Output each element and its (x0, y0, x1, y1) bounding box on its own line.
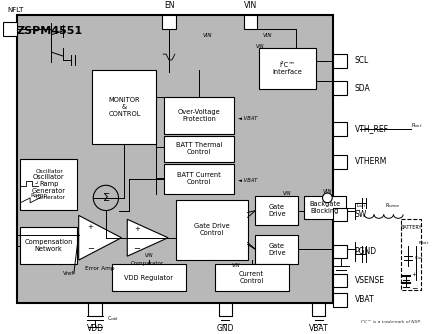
Text: VIN: VIN (144, 253, 153, 258)
Text: Vref: Vref (63, 271, 74, 276)
Text: Gate
Drive: Gate Drive (268, 204, 286, 217)
Bar (401, 219, 421, 290)
Text: SDA: SDA (355, 84, 370, 93)
Text: Oscillator: Oscillator (36, 169, 64, 174)
Text: Comparator: Comparator (131, 261, 164, 266)
Bar (304, 196, 346, 219)
Text: Over-Voltage
Protection: Over-Voltage Protection (178, 109, 220, 122)
Text: Gate
Drive: Gate Drive (268, 243, 286, 256)
Text: −: − (411, 284, 417, 293)
Bar (219, 303, 232, 316)
Text: PGND: PGND (355, 247, 377, 256)
Bar (164, 164, 234, 194)
Text: VDD Regulator: VDD Regulator (124, 275, 173, 281)
Text: Oscillator
Ramp
Generator: Oscillator Ramp Generator (32, 174, 66, 194)
Text: ⌟: ⌟ (34, 178, 38, 184)
Bar (259, 48, 316, 89)
Bar (92, 70, 156, 145)
Bar (333, 122, 347, 136)
Bar (20, 227, 77, 264)
Circle shape (93, 185, 118, 210)
Text: R$_{batt}$: R$_{batt}$ (418, 240, 429, 247)
Text: Backgate
Blocking: Backgate Blocking (309, 201, 340, 214)
Text: +: + (87, 224, 93, 230)
Text: VIN: VIN (232, 263, 240, 268)
Text: VIN: VIN (262, 33, 272, 38)
Text: SW: SW (355, 210, 367, 219)
Text: BATT Thermal
Control: BATT Thermal Control (176, 142, 222, 155)
Bar (162, 15, 176, 29)
Text: VIN: VIN (255, 44, 264, 49)
Text: NFLT: NFLT (8, 7, 24, 13)
Text: R$_{ext}$: R$_{ext}$ (411, 122, 422, 131)
Text: ◄ VBAT: ◄ VBAT (238, 178, 257, 183)
Text: Gate Drive
Control: Gate Drive Control (194, 223, 230, 236)
Text: VIN: VIN (283, 191, 291, 196)
Text: ◄ VBAT: ◄ VBAT (238, 116, 257, 121)
Bar (333, 244, 347, 258)
Text: Current
Control: Current Control (239, 271, 264, 284)
Text: VDD: VDD (87, 324, 104, 333)
Bar (255, 196, 298, 225)
Text: +: + (134, 226, 140, 232)
Bar (333, 81, 347, 95)
Text: I²C™ is a trademark of NXP.: I²C™ is a trademark of NXP. (361, 320, 421, 324)
Bar (16, 15, 333, 303)
Text: VIN: VIN (244, 1, 257, 10)
Circle shape (323, 193, 332, 203)
Text: C$_{vdd}$: C$_{vdd}$ (107, 314, 119, 323)
Bar (333, 54, 347, 68)
Bar (164, 136, 234, 162)
Text: I²C™
Interface: I²C™ Interface (273, 62, 302, 75)
Bar (89, 303, 102, 316)
Text: VTHERM: VTHERM (355, 157, 387, 166)
Text: VBAT: VBAT (309, 324, 328, 333)
Text: Σ: Σ (102, 193, 109, 203)
Bar (255, 235, 298, 264)
Text: MONITOR
&
CONTROL: MONITOR & CONTROL (108, 97, 140, 117)
Text: −: − (87, 244, 94, 253)
Text: VIN: VIN (202, 33, 212, 38)
Polygon shape (79, 215, 121, 260)
Bar (244, 15, 257, 29)
Text: Error Amp: Error Amp (85, 266, 115, 271)
Text: BATTERY: BATTERY (400, 224, 422, 229)
Bar (176, 200, 248, 260)
Text: GND: GND (216, 324, 234, 333)
Bar (215, 264, 289, 291)
Bar (333, 155, 347, 169)
Text: Compensation
Network: Compensation Network (24, 239, 73, 252)
Text: VIN: VIN (323, 189, 332, 194)
Bar (312, 303, 325, 316)
Text: L$_{out}$: L$_{out}$ (356, 201, 366, 209)
Bar (112, 264, 186, 291)
Bar (20, 159, 77, 209)
Text: BATT Current
Control: BATT Current Control (177, 172, 221, 185)
Polygon shape (127, 219, 168, 256)
Bar (333, 293, 347, 307)
Bar (333, 274, 347, 287)
Text: SCL: SCL (355, 56, 369, 65)
Bar (164, 97, 234, 134)
Text: VBAT: VBAT (355, 295, 374, 304)
Text: Ramp: Ramp (30, 193, 47, 198)
Text: VSENSE: VSENSE (355, 276, 384, 285)
Bar (3, 22, 16, 36)
Text: R$_{sense}$: R$_{sense}$ (385, 201, 400, 209)
Text: C$_{out}$: C$_{out}$ (414, 254, 424, 262)
Text: ZSPM4551: ZSPM4551 (16, 26, 83, 36)
Text: Generator: Generator (36, 195, 66, 200)
Text: +: + (411, 272, 416, 277)
Text: EN: EN (164, 1, 174, 10)
Bar (333, 208, 347, 221)
Text: VTH_REF: VTH_REF (355, 125, 389, 133)
Text: −: − (133, 244, 140, 253)
